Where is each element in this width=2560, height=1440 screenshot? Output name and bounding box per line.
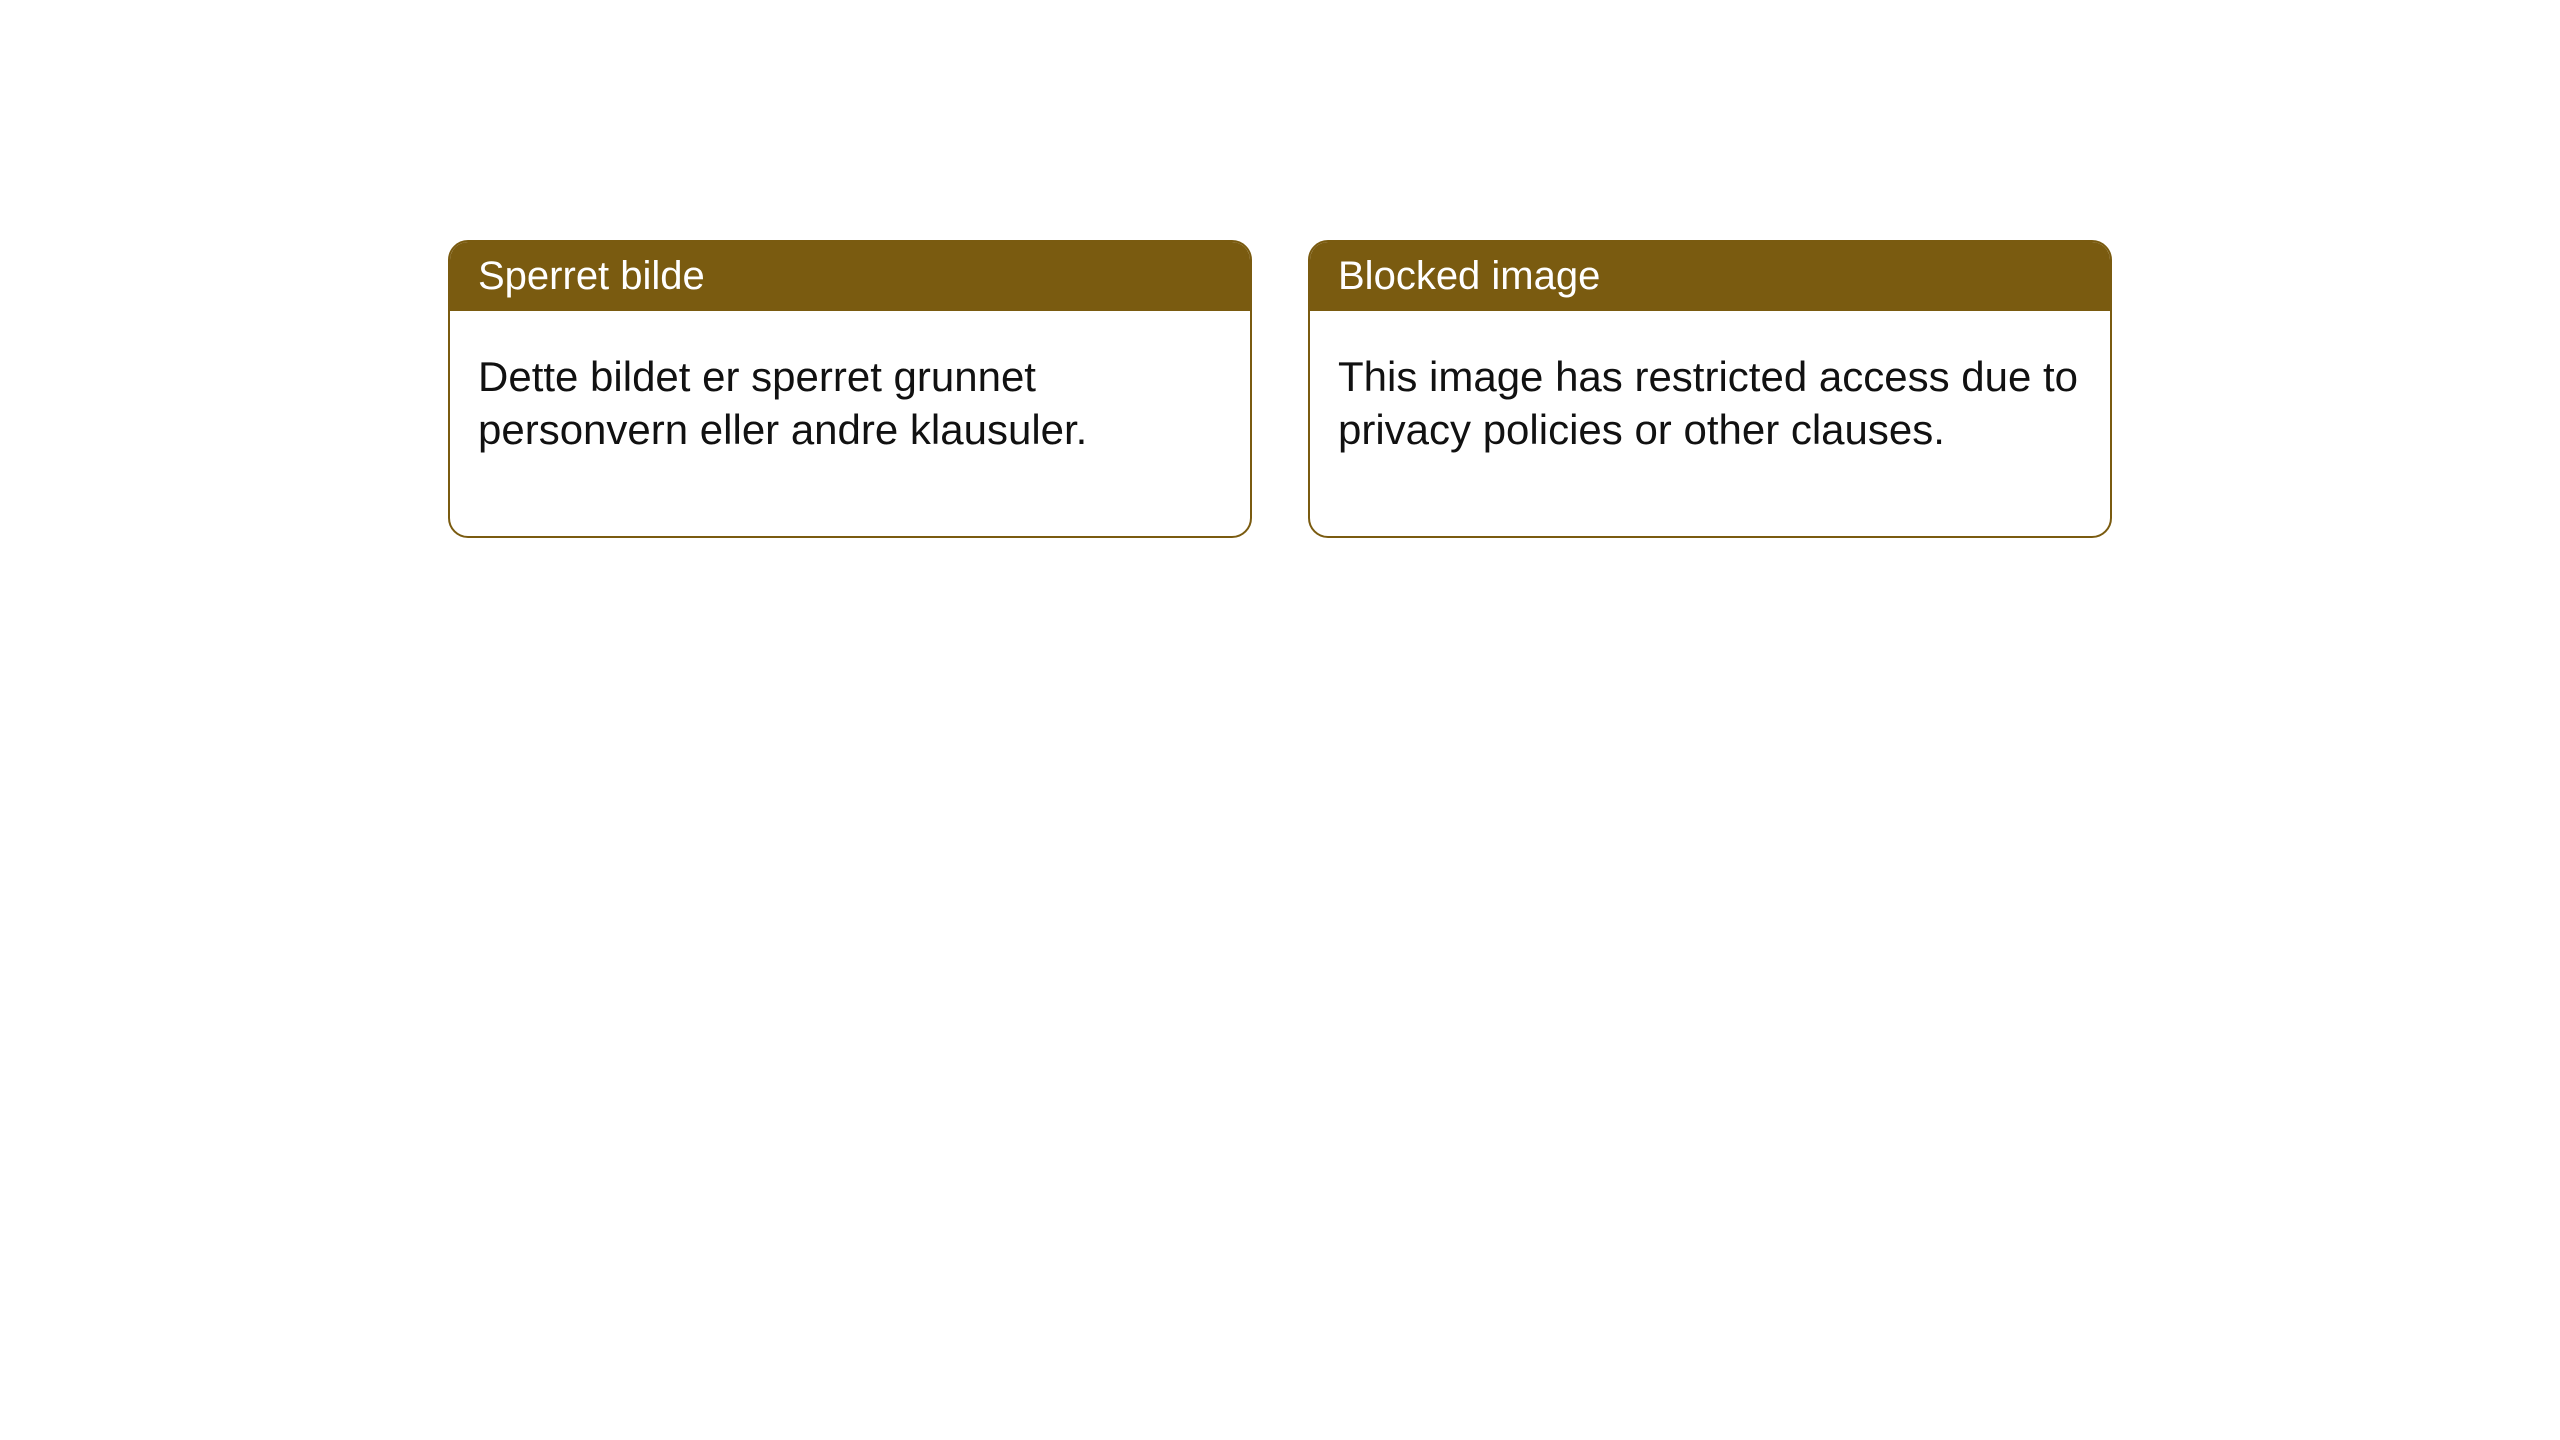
notice-container: Sperret bilde Dette bildet er sperret gr… bbox=[0, 0, 2560, 538]
notice-card-norwegian: Sperret bilde Dette bildet er sperret gr… bbox=[448, 240, 1252, 538]
notice-title-english: Blocked image bbox=[1310, 242, 2110, 311]
notice-body-english: This image has restricted access due to … bbox=[1310, 311, 2110, 536]
notice-card-english: Blocked image This image has restricted … bbox=[1308, 240, 2112, 538]
notice-body-norwegian: Dette bildet er sperret grunnet personve… bbox=[450, 311, 1250, 536]
notice-title-norwegian: Sperret bilde bbox=[450, 242, 1250, 311]
